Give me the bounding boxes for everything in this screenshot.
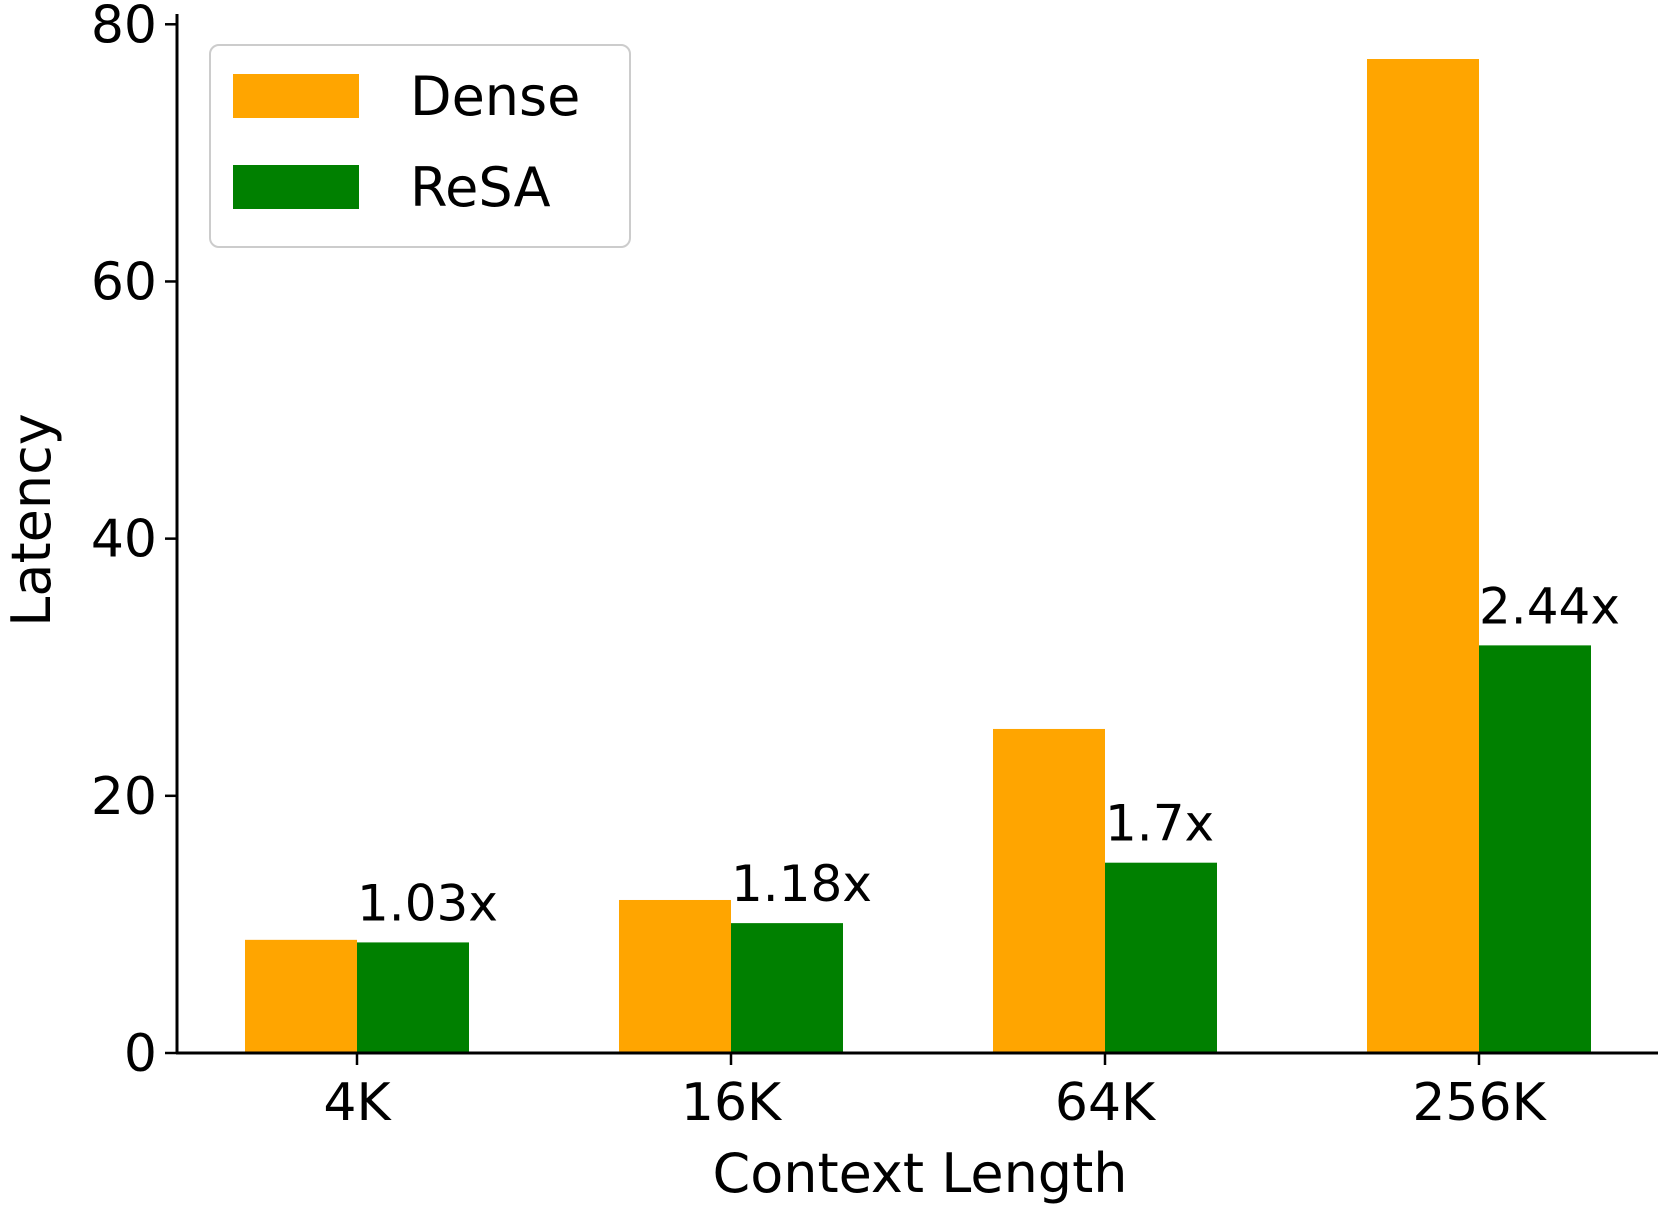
y-tick-label-20: 20 [91, 767, 157, 827]
x-tick-label-256k: 256K [1412, 1073, 1547, 1133]
x-tick-label-64k: 64K [1055, 1073, 1157, 1133]
y-tick-label-80: 80 [91, 0, 157, 55]
x-tick-label-4k: 4K [323, 1073, 392, 1133]
bar-dense-4k [245, 939, 357, 1053]
y-tick-label-40: 40 [91, 510, 157, 570]
speedup-label-4k: 1.03x [357, 874, 498, 932]
y-tick-label-0: 0 [124, 1024, 157, 1084]
bar-dense-64k [993, 728, 1105, 1053]
speedup-label-16k: 1.18x [731, 855, 872, 913]
bar-resa-4k [357, 942, 469, 1053]
bar-dense-16k [619, 899, 731, 1053]
legend: Dense ReSA [209, 44, 631, 248]
speedup-label-64k: 1.7x [1105, 795, 1214, 853]
x-axis-title: Context Length [713, 1142, 1128, 1205]
legend-label-resa: ReSA [410, 156, 551, 219]
annotations-layer: 1.03x 1.18x 1.7x 2.44x [357, 577, 1620, 932]
bar-resa-64k [1105, 862, 1217, 1053]
ticks-layer: 4K 16K 64K 256K 0 20 40 60 80 [91, 0, 1548, 1133]
bar-resa-256k [1479, 645, 1591, 1053]
y-tick-label-60: 60 [91, 252, 157, 312]
legend-swatch-resa [233, 165, 359, 209]
speedup-label-256k: 2.44x [1479, 577, 1620, 635]
y-axis-title: Latency [0, 413, 63, 626]
legend-swatch-dense [233, 74, 359, 118]
axes-layer [175, 14, 1658, 1055]
x-tick-label-16k: 16K [681, 1073, 783, 1133]
bar-dense-256k [1367, 59, 1479, 1054]
bars-layer [245, 59, 1591, 1054]
legend-label-dense: Dense [410, 65, 580, 128]
bar-resa-16k [731, 923, 843, 1053]
